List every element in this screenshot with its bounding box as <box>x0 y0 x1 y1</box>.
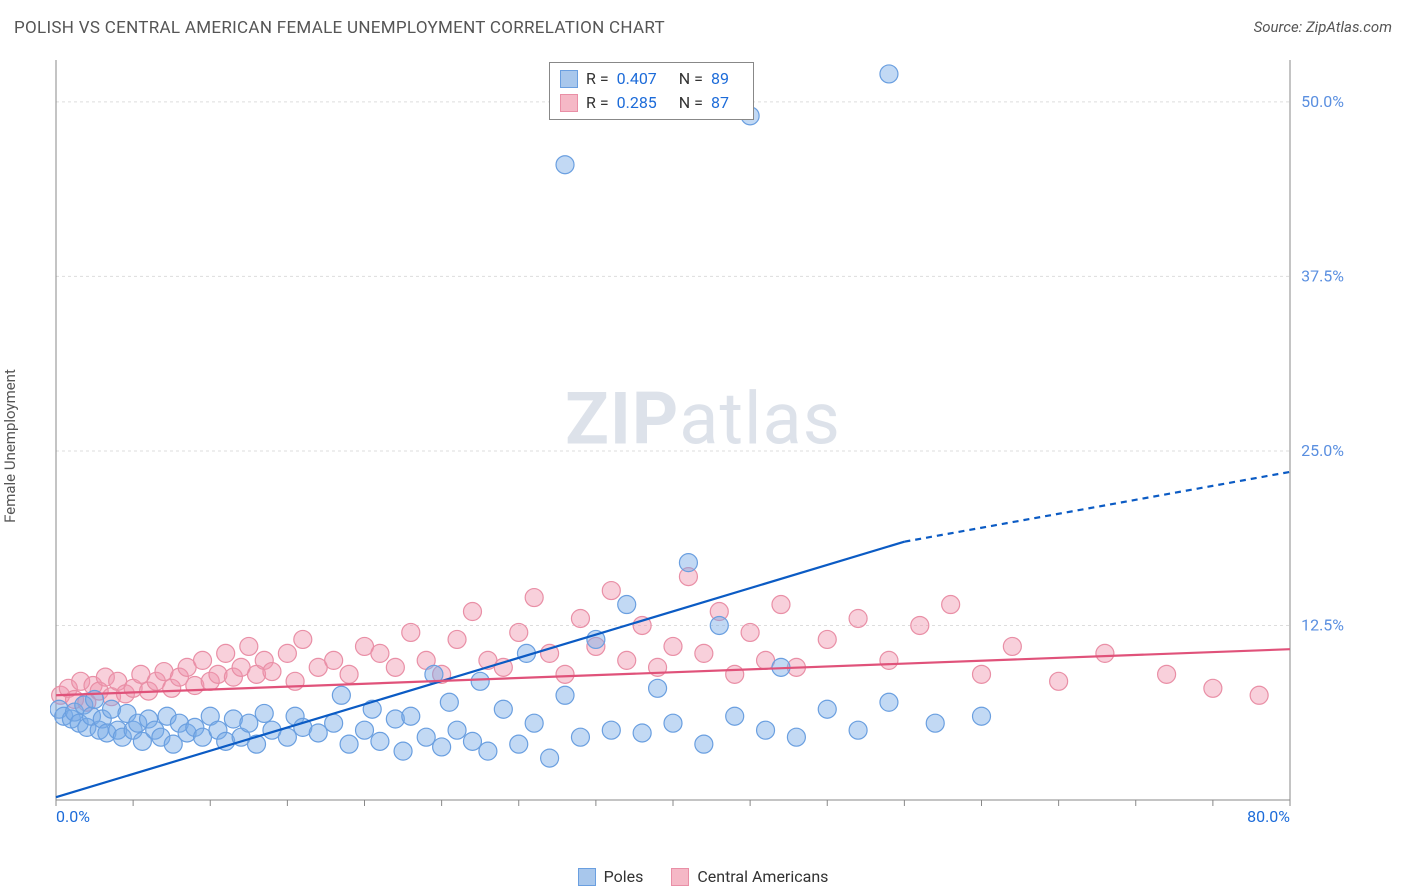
chart-source: Source: ZipAtlas.com <box>1254 18 1392 36</box>
svg-text:50.0%: 50.0% <box>1301 92 1344 111</box>
stats-row-central: R = 0.285 N = 87 <box>560 91 743 115</box>
plot-area: 12.5% 25.0% 37.5% 50.0% 0.0% 80.0% <box>50 60 1350 830</box>
legend: Poles Central Americans <box>0 867 1406 886</box>
swatch-poles-icon <box>578 868 596 886</box>
chart-title: POLISH VS CENTRAL AMERICAN FEMALE UNEMPL… <box>14 18 665 38</box>
svg-text:25.0%: 25.0% <box>1301 441 1344 460</box>
chart-header: POLISH VS CENTRAL AMERICAN FEMALE UNEMPL… <box>14 18 1392 38</box>
scatter-chart: 12.5% 25.0% 37.5% 50.0% 0.0% 80.0% <box>50 60 1350 830</box>
y-axis-label: Female Unemployment <box>1 369 19 523</box>
svg-text:37.5%: 37.5% <box>1301 266 1344 285</box>
legend-label: Poles <box>604 867 644 886</box>
stats-row-poles: R = 0.407 N = 89 <box>560 67 743 91</box>
legend-item-central: Central Americans <box>671 867 828 886</box>
swatch-central <box>560 94 578 112</box>
legend-label: Central Americans <box>697 867 828 886</box>
swatch-central-icon <box>671 868 689 886</box>
svg-text:12.5%: 12.5% <box>1301 615 1344 634</box>
legend-item-poles: Poles <box>578 867 644 886</box>
swatch-poles <box>560 70 578 88</box>
svg-text:0.0%: 0.0% <box>56 807 90 826</box>
correlation-stats-box: R = 0.407 N = 89 R = 0.285 N = 87 <box>549 62 754 120</box>
svg-text:80.0%: 80.0% <box>1247 807 1290 826</box>
